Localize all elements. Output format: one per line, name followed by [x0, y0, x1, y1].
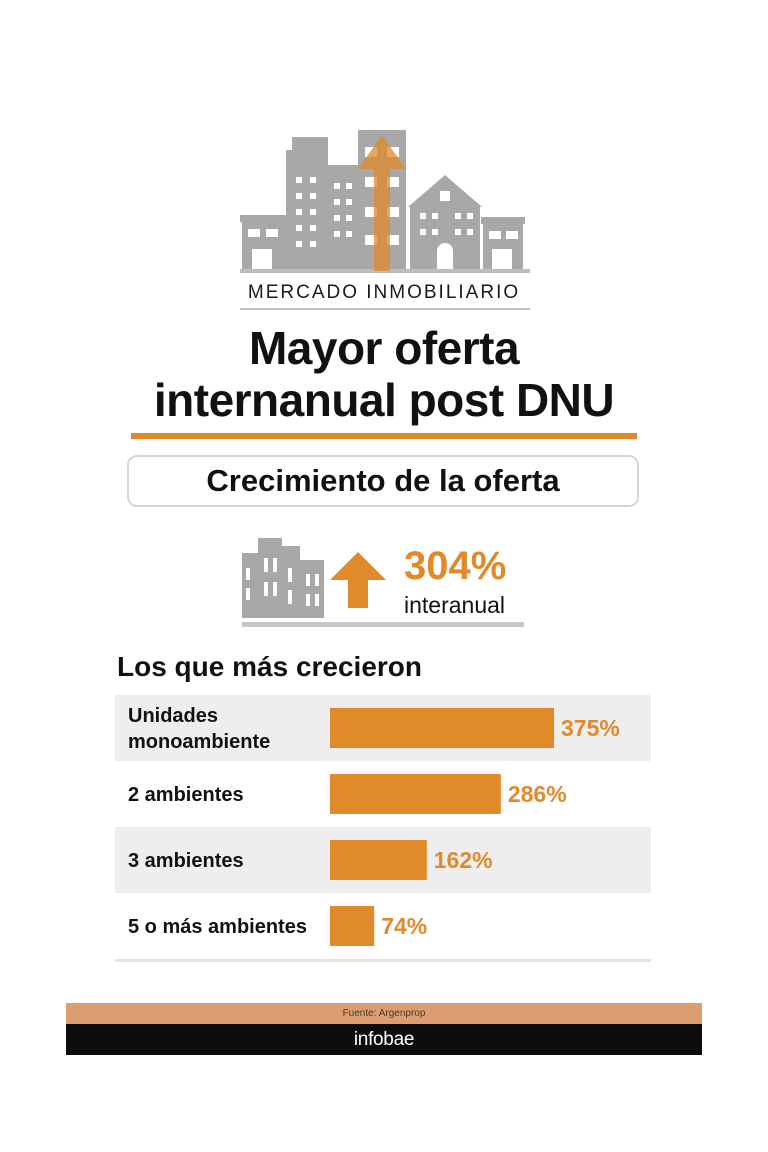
category-label: Unidades: [128, 705, 218, 727]
headline-line-2: internanual post DNU: [153, 374, 615, 426]
chart-baseline: [115, 959, 651, 962]
page-title: Mayor oferta internanual post DNU: [0, 322, 768, 426]
bar: [330, 774, 501, 814]
horizontal-bar-chart: Unidades monoambiente 375% 2 ambientes 286% 3…: [115, 695, 651, 962]
bar: [330, 708, 554, 748]
kicker-label: MERCADO INMOBILIARIO: [247, 282, 521, 303]
buildings-with-up-arrow-icon: [240, 130, 530, 273]
bar-value-label: 286%: [508, 781, 567, 807]
bar-value-label: 375%: [561, 715, 620, 741]
category-label: 2 ambientes: [128, 784, 244, 806]
brand-logo: infobae: [353, 1028, 415, 1050]
kpi-label: interanual: [404, 592, 506, 618]
bar: [330, 906, 375, 946]
bar: [330, 840, 427, 880]
kpi-value: 304%: [404, 544, 507, 588]
category-label: monoambiente: [128, 731, 270, 753]
headline-underline: [131, 433, 637, 439]
category-label: 5 o más ambientes: [128, 916, 307, 938]
bar-value-label: 74%: [381, 913, 427, 939]
subtitle-text: Crecimiento de la oferta: [206, 463, 560, 498]
brand-footer: infobae: [66, 1024, 702, 1055]
section-title: Los que más crecieron: [117, 651, 423, 682]
subtitle-box: Crecimiento de la oferta: [127, 455, 639, 507]
kpi-underline: [242, 622, 524, 627]
source-band: Fuente: Argenprop: [66, 1003, 702, 1024]
headline-line-1: Mayor oferta: [248, 322, 520, 374]
building-with-up-arrow-icon: [242, 538, 386, 618]
category-label: 3 ambientes: [128, 850, 244, 872]
kicker-divider: [240, 308, 530, 310]
source-text: Fuente: Argenprop: [342, 1008, 426, 1019]
bar-value-label: 162%: [434, 847, 493, 873]
